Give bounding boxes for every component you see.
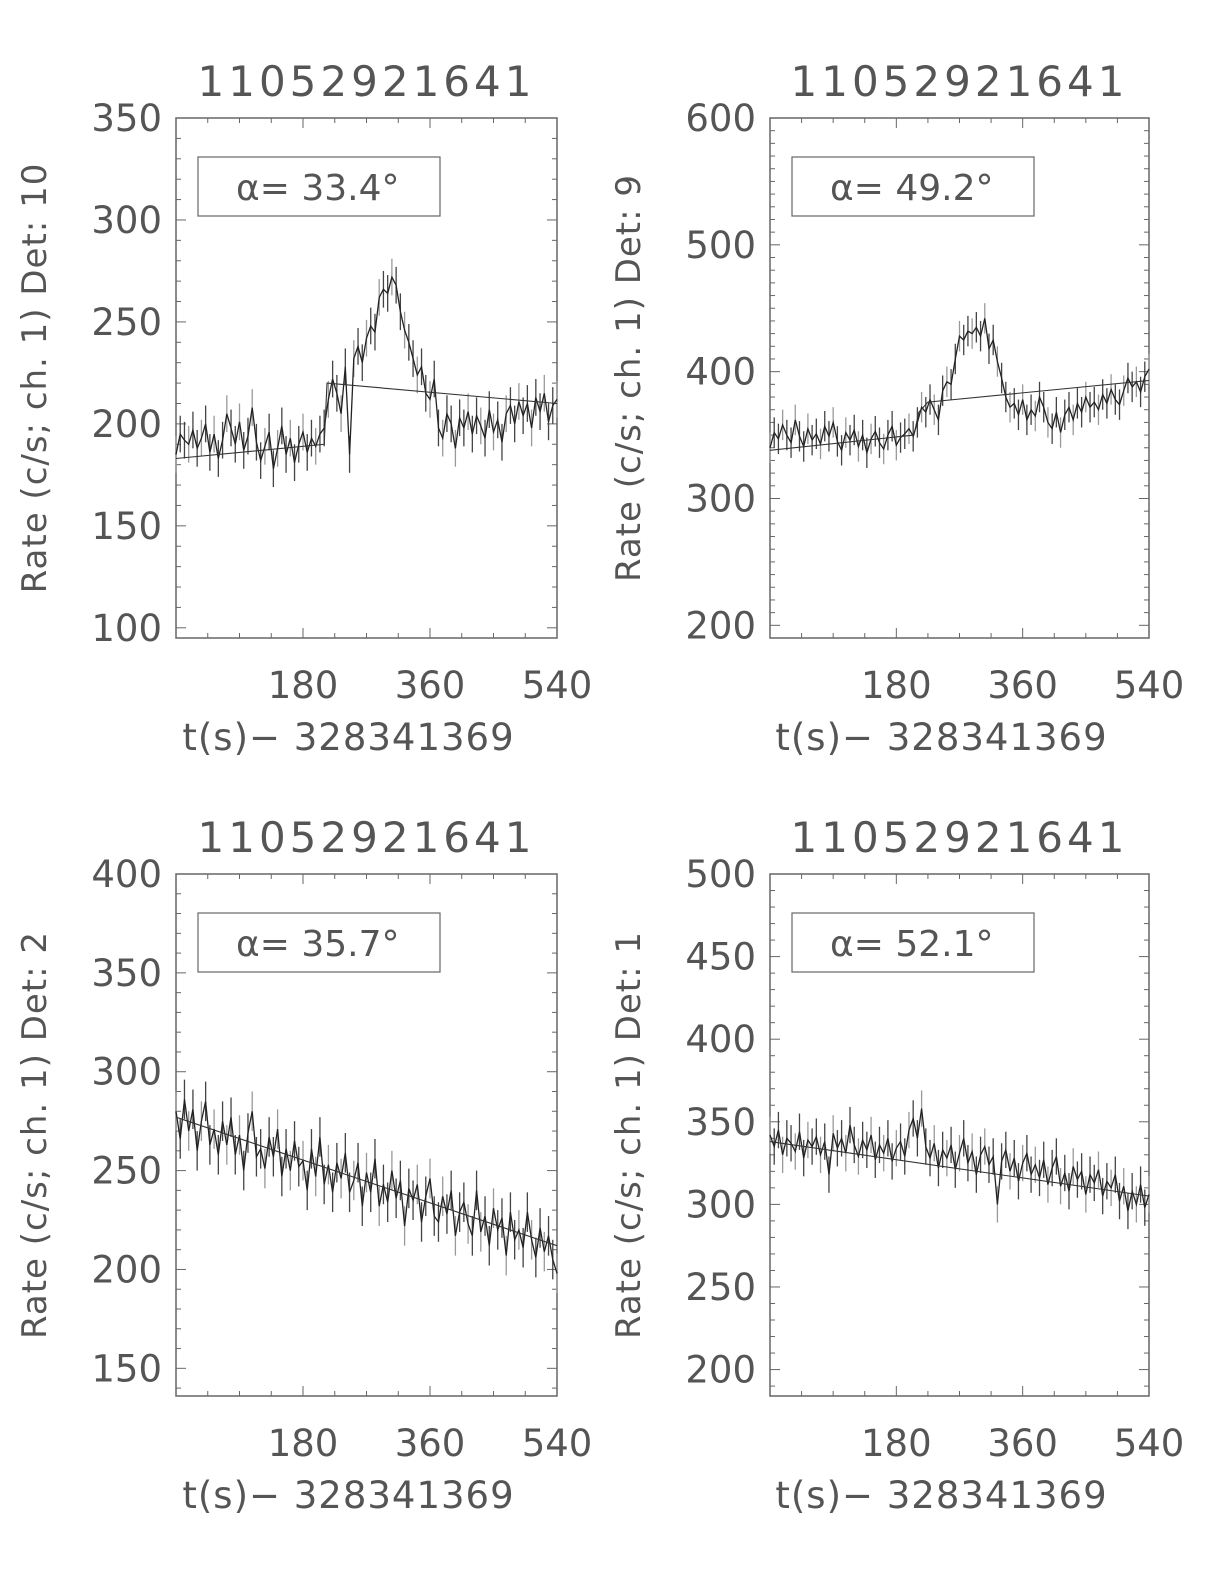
x-axis-label: t(s)− 328341369 bbox=[182, 1474, 514, 1517]
panel-1: 11052921641 180 360 540 100 150 200 250 300 350 t(… bbox=[15, 57, 592, 759]
x-tick-label: 180 bbox=[268, 1422, 339, 1465]
y-tick-label: 250 bbox=[91, 1150, 162, 1193]
fit-curve bbox=[769, 1141, 1150, 1197]
x-tick-label: 180 bbox=[861, 664, 932, 707]
x-tick-label: 540 bbox=[1114, 664, 1185, 707]
y-tick-label: 400 bbox=[91, 853, 162, 896]
legend-text: α= 33.4° bbox=[236, 168, 400, 209]
panel-4: 11052921641 180 360 540 200 250 300 350 400 450 50… bbox=[609, 813, 1184, 1517]
y-tick-label: 400 bbox=[685, 351, 756, 394]
legend-text: α= 49.2° bbox=[830, 168, 994, 209]
panel-2: 11052921641 180 360 540 200 300 400 500 600 t(s)−… bbox=[609, 57, 1184, 759]
x-tick-label: 180 bbox=[861, 1422, 932, 1465]
y-tick-label: 350 bbox=[91, 97, 162, 140]
data-line bbox=[769, 1108, 1150, 1212]
y-axis-label: Rate (c/s; ch. 1) Det: 1 bbox=[609, 931, 649, 1339]
y-tick-label: 150 bbox=[91, 505, 162, 548]
legend-box bbox=[791, 156, 1035, 217]
y-tick-label: 200 bbox=[685, 604, 756, 647]
x-tick-label: 360 bbox=[987, 1422, 1058, 1465]
x-tick-label: 360 bbox=[395, 1422, 466, 1465]
y-tick-label: 200 bbox=[685, 1349, 756, 1392]
panel-3: 11052921641 180 360 540 150 200 250 300 350 400 t(… bbox=[15, 813, 592, 1517]
legend-box bbox=[791, 912, 1035, 973]
data-line bbox=[769, 318, 1150, 456]
y-tick-label: 250 bbox=[685, 1266, 756, 1309]
data-line bbox=[175, 275, 558, 469]
legend-text: α= 52.1° bbox=[830, 924, 994, 965]
y-tick-label: 300 bbox=[685, 477, 756, 520]
y-tick-label: 300 bbox=[685, 1183, 756, 1226]
x-axis-label: t(s)− 328341369 bbox=[182, 716, 514, 759]
fit-curve bbox=[175, 1116, 558, 1247]
chart-title: 11052921641 bbox=[198, 57, 536, 106]
y-axis-label: Rate (c/s; ch. 1) Det: 9 bbox=[609, 174, 649, 582]
chart-title: 11052921641 bbox=[791, 813, 1129, 862]
y-axis-label: Rate (c/s; ch. 1) Det: 10 bbox=[15, 163, 55, 594]
fit-curve bbox=[175, 382, 558, 460]
y-tick-label: 350 bbox=[91, 952, 162, 995]
chart-title: 11052921641 bbox=[198, 813, 536, 862]
y-tick-label: 200 bbox=[91, 403, 162, 446]
y-tick-label: 350 bbox=[685, 1101, 756, 1144]
y-tick-label: 300 bbox=[91, 199, 162, 242]
x-tick-label: 540 bbox=[522, 664, 593, 707]
y-tick-label: 500 bbox=[685, 853, 756, 896]
legend-box bbox=[197, 156, 441, 217]
x-tick-label: 180 bbox=[268, 664, 339, 707]
x-axis-label: t(s)− 328341369 bbox=[775, 716, 1107, 759]
y-tick-label: 300 bbox=[91, 1051, 162, 1094]
x-tick-label: 540 bbox=[1114, 1422, 1185, 1465]
x-tick-label: 360 bbox=[395, 664, 466, 707]
y-tick-label: 250 bbox=[91, 301, 162, 344]
y-tick-label: 400 bbox=[685, 1018, 756, 1061]
x-tick-label: 360 bbox=[987, 664, 1058, 707]
chart-title: 11052921641 bbox=[791, 57, 1129, 106]
y-tick-label: 500 bbox=[685, 224, 756, 267]
x-axis-label: t(s)− 328341369 bbox=[775, 1474, 1107, 1517]
legend-text: α= 35.7° bbox=[236, 924, 400, 965]
data-line bbox=[175, 1099, 558, 1274]
y-tick-label: 100 bbox=[91, 607, 162, 650]
y-tick-label: 600 bbox=[685, 97, 756, 140]
y-tick-label: 150 bbox=[91, 1347, 162, 1390]
y-tick-label: 450 bbox=[685, 936, 756, 979]
y-tick-label: 200 bbox=[91, 1248, 162, 1291]
y-axis-label: Rate (c/s; ch. 1) Det: 2 bbox=[15, 931, 55, 1339]
fit-curve bbox=[769, 379, 1150, 451]
legend-box bbox=[197, 912, 441, 973]
x-tick-label: 540 bbox=[522, 1422, 593, 1465]
